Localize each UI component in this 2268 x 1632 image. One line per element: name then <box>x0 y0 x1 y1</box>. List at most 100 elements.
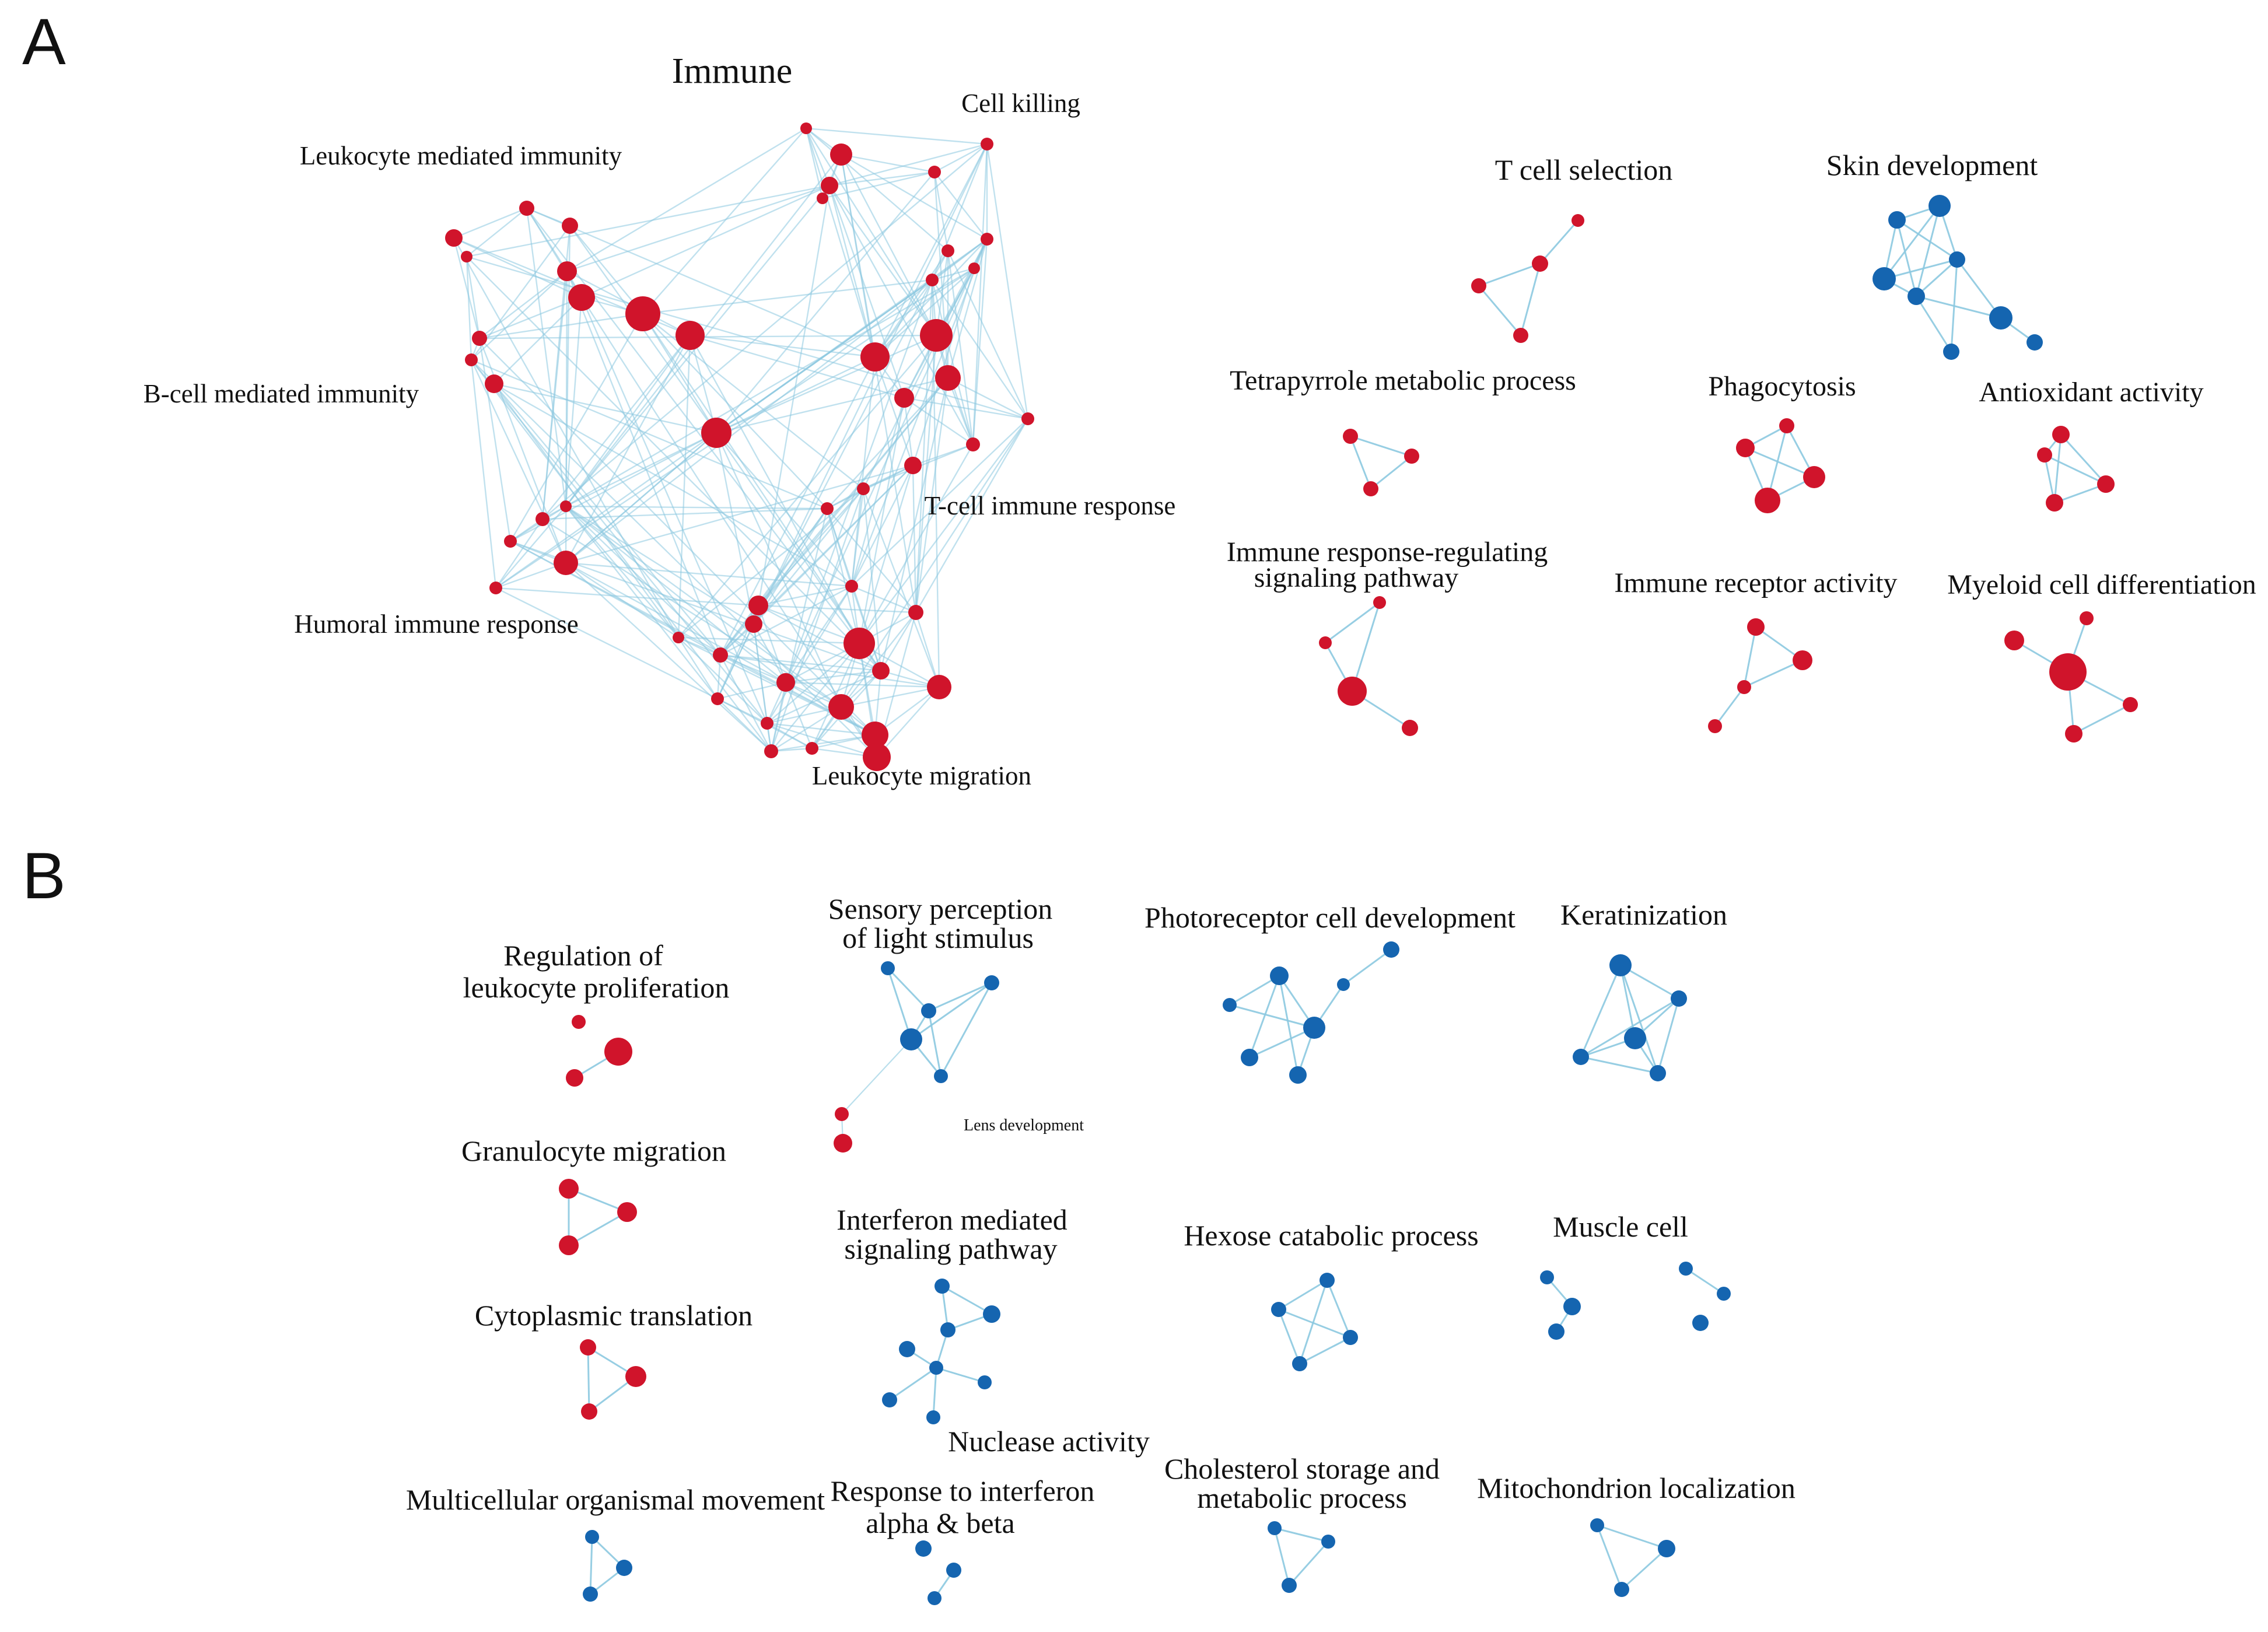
immune-edge <box>826 508 860 644</box>
immune-edge <box>565 506 679 638</box>
immune-edge <box>716 624 755 699</box>
immune-edge <box>494 383 679 638</box>
immune-edge <box>770 682 787 752</box>
sensory-edge <box>928 982 992 1012</box>
immune-edge <box>566 184 830 272</box>
muscle2-node <box>1692 1315 1709 1331</box>
rifn-node <box>915 1540 932 1557</box>
immune-edge <box>466 256 481 339</box>
immune-edge <box>478 338 567 563</box>
mito-node <box>1614 1582 1629 1597</box>
immune-node <box>676 321 705 350</box>
immune-node <box>862 722 888 748</box>
immune-edge <box>715 432 842 708</box>
immune-edge <box>542 507 828 520</box>
immune-edge <box>758 488 864 606</box>
immune-edge <box>677 637 719 699</box>
immune-edge <box>720 654 881 672</box>
immune-edge <box>827 508 916 613</box>
immune-node <box>1021 412 1034 425</box>
immune-edge <box>947 239 988 379</box>
immune-edge <box>565 562 679 639</box>
gran-node <box>617 1202 637 1222</box>
immune-node <box>928 166 941 178</box>
muscle1-node <box>1540 1270 1554 1284</box>
immune-edge <box>542 335 691 520</box>
immune-edge <box>915 377 949 613</box>
ifn-edge <box>942 1285 992 1315</box>
reg-node <box>566 1069 583 1087</box>
immune-edge <box>470 359 567 563</box>
kerat-node <box>1573 1049 1589 1065</box>
muscle2-node <box>1679 1262 1693 1276</box>
muscle2-edge <box>1685 1267 1724 1295</box>
immune-edge <box>931 279 974 445</box>
immune-edge <box>758 585 852 607</box>
immune-node <box>806 742 818 755</box>
immune-edge <box>479 313 643 339</box>
skin-edge <box>1883 205 1941 279</box>
ifn-edge <box>889 1367 937 1401</box>
ira-node <box>1793 650 1812 670</box>
immune-node <box>872 662 890 680</box>
kerat-node <box>1650 1065 1666 1081</box>
cluster-label-t-cell-selection: T cell selection <box>1495 153 1673 186</box>
immune-node <box>904 457 922 474</box>
immune-edge <box>471 359 828 510</box>
immune-edge <box>771 706 842 752</box>
immune-edge <box>471 271 568 360</box>
tetra-edge <box>1349 436 1372 489</box>
cluster-label-photoreceptor-cell-development: Photoreceptor cell development <box>1144 901 1516 934</box>
immune-edge <box>495 519 543 589</box>
kerat-node <box>1609 954 1632 976</box>
immune-edge <box>931 143 988 281</box>
immune-edge <box>466 256 881 671</box>
immune-edge <box>934 143 988 173</box>
tcell-selection-edge <box>1539 220 1579 264</box>
cluster-label-response-interferon-line2: alpha & beta <box>866 1507 1014 1539</box>
lens-node <box>835 1107 849 1121</box>
immune-node <box>519 201 534 216</box>
chol-node <box>1321 1535 1335 1549</box>
immune-node <box>461 251 473 262</box>
cluster-label-leukocyte-mediated-immunity: Leukocyte mediated immunity <box>300 141 622 170</box>
immune-node <box>485 374 503 393</box>
immune-edge <box>758 604 916 614</box>
immune-edge <box>566 127 807 272</box>
hexose-edge <box>1326 1280 1352 1338</box>
immune-edge <box>805 128 876 358</box>
immune-edge <box>874 250 949 358</box>
cyto-node <box>581 1403 597 1420</box>
rifn-node <box>946 1563 961 1578</box>
immune-edge <box>934 171 988 240</box>
immune-node <box>673 632 684 643</box>
mito-node <box>1590 1518 1604 1532</box>
immune-edge <box>716 334 937 434</box>
phago-node <box>1803 466 1825 488</box>
immune-edge <box>494 383 721 656</box>
immune-node <box>536 512 550 526</box>
immune-node <box>935 365 961 391</box>
immune-edge <box>565 506 786 683</box>
immune-node <box>845 580 858 593</box>
immune-edge <box>805 128 831 186</box>
immune-edge <box>912 465 917 613</box>
immune-edge <box>758 604 881 672</box>
immune-edge <box>904 397 974 445</box>
skin-node <box>2027 334 2043 351</box>
cluster-label-sensory-perception-line1: Sensory perception <box>828 892 1053 925</box>
cluster-label-regulation-leukocyte-line1: Regulation of <box>503 939 663 972</box>
hexose-node <box>1292 1356 1307 1371</box>
cluster-label-skin-development: Skin development <box>1826 149 2038 181</box>
skin-edge <box>1884 258 1958 280</box>
myeloid-node <box>2065 725 2082 743</box>
immune-edge <box>841 686 940 708</box>
immune-edge <box>947 377 1028 420</box>
immune-edge <box>479 338 876 736</box>
immune-edge <box>642 279 933 315</box>
immune-edge <box>581 184 830 299</box>
immune-edge <box>859 418 1028 644</box>
immune-edge <box>932 279 1028 419</box>
immune-node <box>465 353 478 366</box>
